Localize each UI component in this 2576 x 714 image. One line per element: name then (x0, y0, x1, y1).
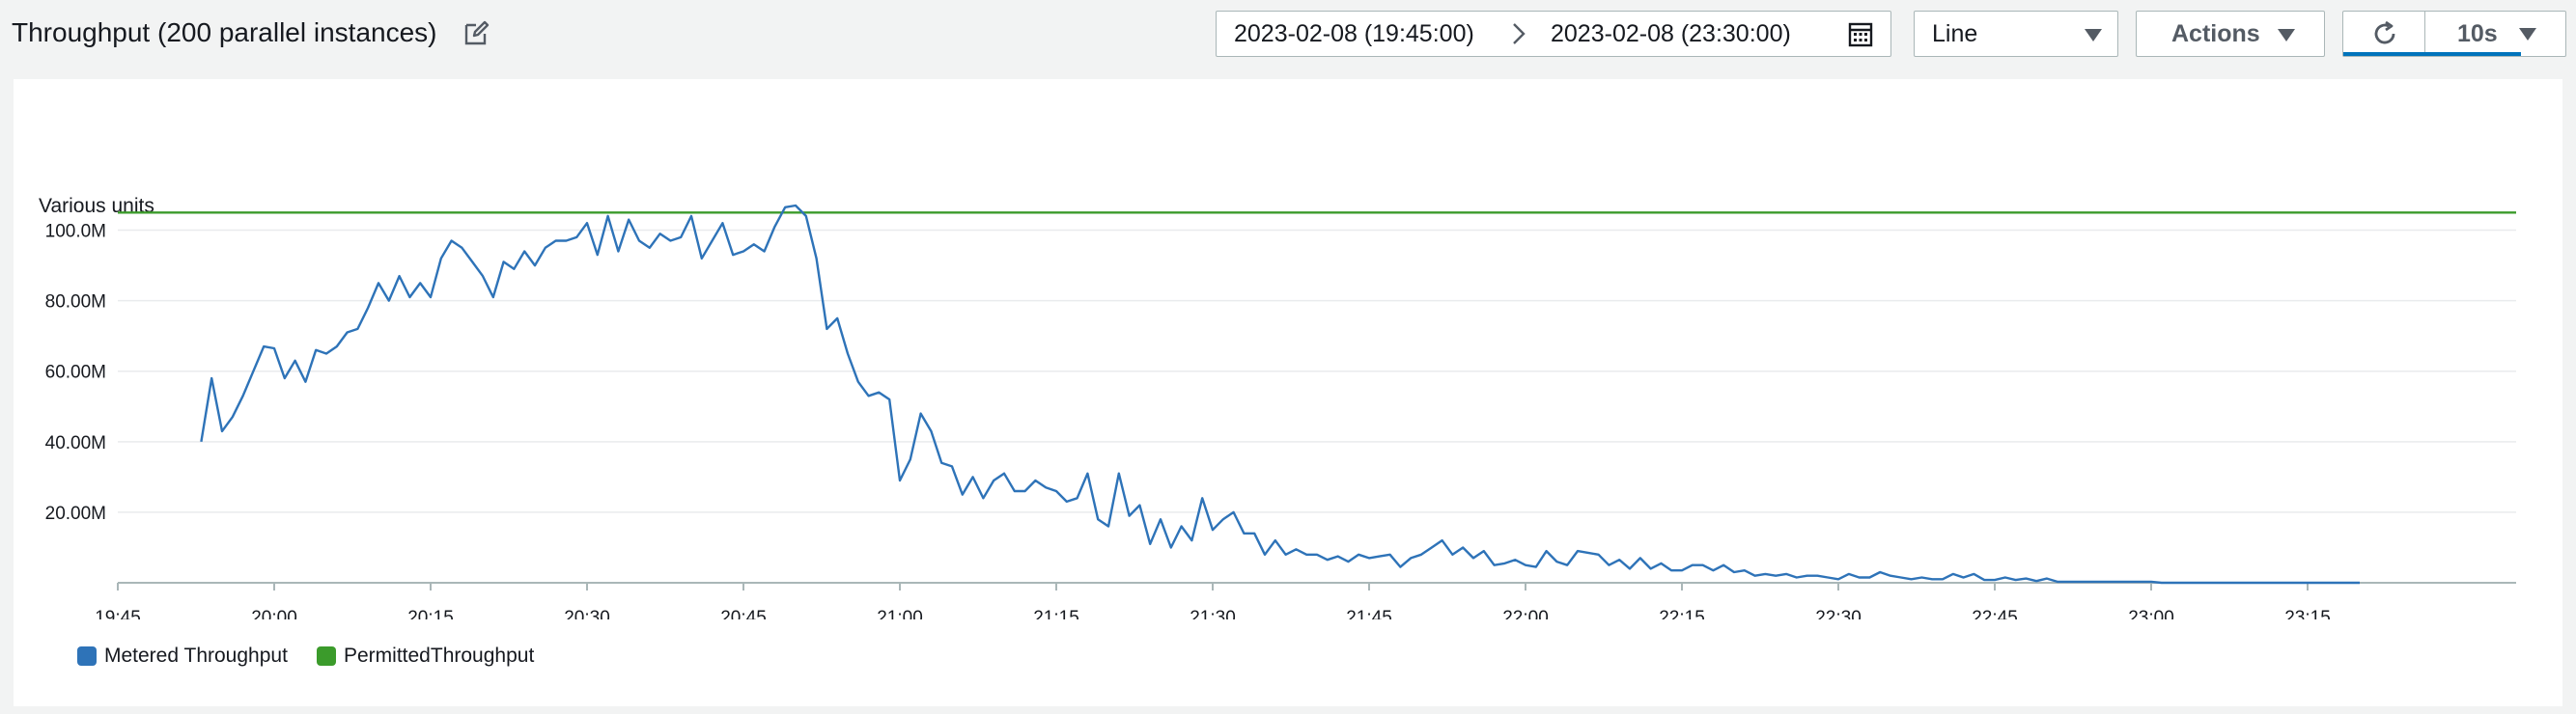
x-tick-label: 20:15 (407, 608, 454, 619)
chart-type-select[interactable]: Line (1914, 11, 2118, 57)
line-chart: Various units 100.0M 80.00M 60.00M 40.00M 20.… (39, 195, 2516, 619)
date-start: 2023-02-08 (19:45:00) (1234, 19, 1474, 47)
refresh-control: 10s (2342, 11, 2566, 57)
legend-swatch (77, 646, 97, 666)
refresh-icon (2374, 20, 2395, 44)
x-tick-label: 23:00 (2128, 608, 2174, 619)
chart-type-value: Line (1932, 19, 1978, 47)
y-tick-label: 60.00M (45, 363, 106, 383)
date-end: 2023-02-08 (23:30:00) (1551, 19, 1791, 47)
refresh-interval-value: 10s (2457, 20, 2498, 47)
date-range-picker[interactable]: 2023-02-08 (19:45:00) 2023-02-08 (23:30:… (1216, 11, 1891, 57)
x-tick-label: 22:15 (1659, 608, 1705, 619)
x-tick-label: 19:45 (95, 608, 141, 619)
legend-swatch (317, 646, 336, 666)
chart-panel: Various units 100.0M 80.00M 60.00M 40.00M 20.… (14, 79, 2562, 706)
y-tick-label: 20.00M (45, 504, 106, 524)
arrow-right-icon (1513, 23, 1526, 44)
calendar-icon[interactable] (1848, 22, 1873, 47)
chevron-down-icon (2085, 29, 2102, 41)
actions-label: Actions (2171, 19, 2260, 47)
legend-label: Metered Throughput (104, 645, 288, 667)
y-tick-label: 100.0M (45, 222, 106, 242)
x-tick-label: 22:45 (1972, 608, 2018, 619)
chevron-down-icon (2519, 28, 2536, 41)
y-axis-label: Various units (39, 195, 154, 217)
edit-icon[interactable] (463, 19, 490, 46)
y-tick-label: 40.00M (45, 433, 106, 453)
x-tick-label: 21:30 (1190, 608, 1236, 619)
x-tick-label: 20:45 (720, 608, 767, 619)
x-tick-label: 23:15 (2284, 608, 2331, 619)
x-tick-label: 21:15 (1033, 608, 1079, 619)
refresh-progress-underline (2343, 52, 2521, 56)
x-tick-label: 22:00 (1502, 608, 1549, 619)
legend-label: PermittedThroughput (344, 645, 535, 667)
x-tick-label: 20:00 (251, 608, 297, 619)
actions-button[interactable]: Actions (2136, 11, 2325, 57)
series-line-metered-throughput (200, 204, 2360, 585)
x-tick-label: 21:45 (1346, 608, 1392, 619)
y-tick-label: 80.00M (45, 292, 106, 313)
chevron-down-icon (2278, 29, 2295, 41)
x-tick-label: 20:30 (564, 608, 610, 619)
x-tick-label: 21:00 (877, 608, 923, 619)
refresh-button[interactable] (2343, 12, 2425, 55)
x-tick-label: 22:30 (1815, 608, 1862, 619)
widget-title: Throughput (200 parallel instances) (12, 17, 437, 47)
widget-header: Throughput (200 parallel instances) 2023… (0, 0, 2576, 75)
